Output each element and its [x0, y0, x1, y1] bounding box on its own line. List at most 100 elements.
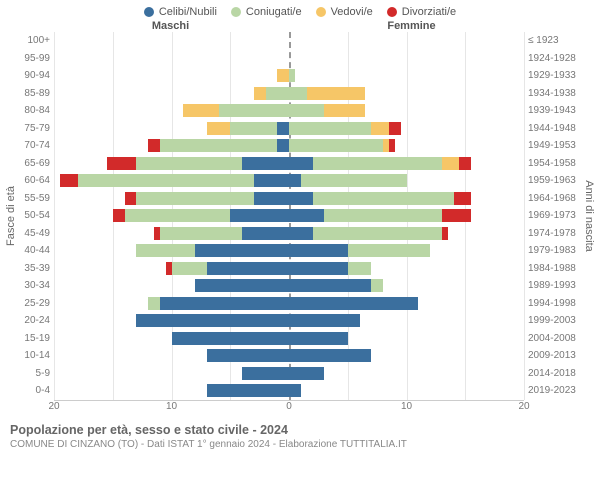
x-tick: 20	[48, 401, 59, 412]
female-bar	[289, 172, 524, 190]
bar-segment	[289, 227, 313, 240]
female-bar	[289, 330, 524, 348]
bar-row	[54, 277, 524, 295]
bar-segment	[207, 262, 289, 275]
bar-segment	[289, 157, 313, 170]
bar-segment	[242, 367, 289, 380]
female-bar	[289, 347, 524, 365]
age-label: 90-94	[18, 67, 50, 85]
birth-year-label: 1979-1983	[528, 242, 582, 260]
birth-year-label: 2004-2008	[528, 330, 582, 348]
male-bar	[54, 137, 289, 155]
male-bar	[54, 207, 289, 225]
age-label: 65-69	[18, 155, 50, 173]
bar-segment	[266, 87, 290, 100]
birth-year-label: 1989-1993	[528, 277, 582, 295]
bar-row	[54, 102, 524, 120]
bar-segment	[289, 349, 371, 362]
male-bar	[54, 120, 289, 138]
bar-segment	[60, 174, 78, 187]
bar-segment	[207, 384, 289, 397]
birth-year-label: 1939-1943	[528, 102, 582, 120]
birth-year-label: 2019-2023	[528, 382, 582, 400]
female-bar	[289, 32, 524, 50]
age-label: 55-59	[18, 190, 50, 208]
birth-year-label: 1954-1958	[528, 155, 582, 173]
x-tick: 0	[286, 401, 292, 412]
bar-segment	[136, 192, 254, 205]
female-bar	[289, 242, 524, 260]
bar-segment	[289, 367, 324, 380]
bar-segment	[459, 157, 471, 170]
bar-row	[54, 137, 524, 155]
birth-year-label: 1959-1963	[528, 172, 582, 190]
bar-rows	[54, 32, 524, 400]
bar-segment	[289, 244, 348, 257]
x-tick: 10	[166, 401, 177, 412]
chart-title: Popolazione per età, sesso e stato civil…	[10, 423, 590, 437]
age-label: 35-39	[18, 260, 50, 278]
birth-year-label: 2014-2018	[528, 365, 582, 383]
x-tick: 10	[401, 401, 412, 412]
bar-row	[54, 155, 524, 173]
plot-area	[54, 32, 524, 401]
gridline	[524, 32, 525, 400]
birth-year-label: 1974-1978	[528, 225, 582, 243]
header-female: Femmine	[291, 20, 532, 32]
bar-row	[54, 67, 524, 85]
bar-segment	[230, 122, 277, 135]
bar-row	[54, 225, 524, 243]
bar-row	[54, 295, 524, 313]
age-label: 45-49	[18, 225, 50, 243]
bar-segment	[313, 227, 442, 240]
male-bar	[54, 365, 289, 383]
bar-segment	[148, 139, 160, 152]
age-label: 30-34	[18, 277, 50, 295]
age-label: 10-14	[18, 347, 50, 365]
male-bar	[54, 172, 289, 190]
birth-year-label: ≤ 1923	[528, 32, 582, 50]
birth-year-label: 2009-2013	[528, 347, 582, 365]
male-bar	[54, 260, 289, 278]
male-bar	[54, 190, 289, 208]
female-bar	[289, 277, 524, 295]
bar-segment	[277, 139, 289, 152]
bar-segment	[371, 279, 383, 292]
bar-segment	[277, 122, 289, 135]
bar-segment	[242, 157, 289, 170]
birth-year-label: 1944-1948	[528, 120, 582, 138]
female-bar	[289, 120, 524, 138]
bar-segment	[136, 314, 289, 327]
bar-row	[54, 365, 524, 383]
legend-swatch	[144, 7, 154, 17]
female-bar	[289, 137, 524, 155]
bar-segment	[136, 244, 195, 257]
birth-year-label: 1984-1988	[528, 260, 582, 278]
bar-segment	[289, 297, 418, 310]
age-label: 15-19	[18, 330, 50, 348]
bar-segment	[289, 384, 301, 397]
bar-segment	[289, 69, 295, 82]
male-bar	[54, 85, 289, 103]
bar-segment	[313, 157, 442, 170]
female-bar	[289, 50, 524, 68]
bar-segment	[289, 174, 301, 187]
birth-year-label: 1964-1968	[528, 190, 582, 208]
chart-subtitle: COMUNE DI CINZANO (TO) - Dati ISTAT 1° g…	[10, 439, 590, 450]
female-bar	[289, 67, 524, 85]
male-bar	[54, 32, 289, 50]
header-male: Maschi	[50, 20, 291, 32]
bar-segment	[289, 122, 371, 135]
age-label: 60-64	[18, 172, 50, 190]
legend-swatch	[387, 7, 397, 17]
bar-segment	[289, 87, 307, 100]
bar-segment	[195, 279, 289, 292]
column-headers: Maschi Femmine	[0, 20, 600, 32]
bar-segment	[289, 314, 360, 327]
legend: Celibi/NubiliConiugati/eVedovi/eDivorzia…	[0, 0, 600, 20]
age-label: 80-84	[18, 102, 50, 120]
bar-segment	[78, 174, 254, 187]
male-bar	[54, 242, 289, 260]
age-label: 75-79	[18, 120, 50, 138]
bar-segment	[160, 297, 289, 310]
